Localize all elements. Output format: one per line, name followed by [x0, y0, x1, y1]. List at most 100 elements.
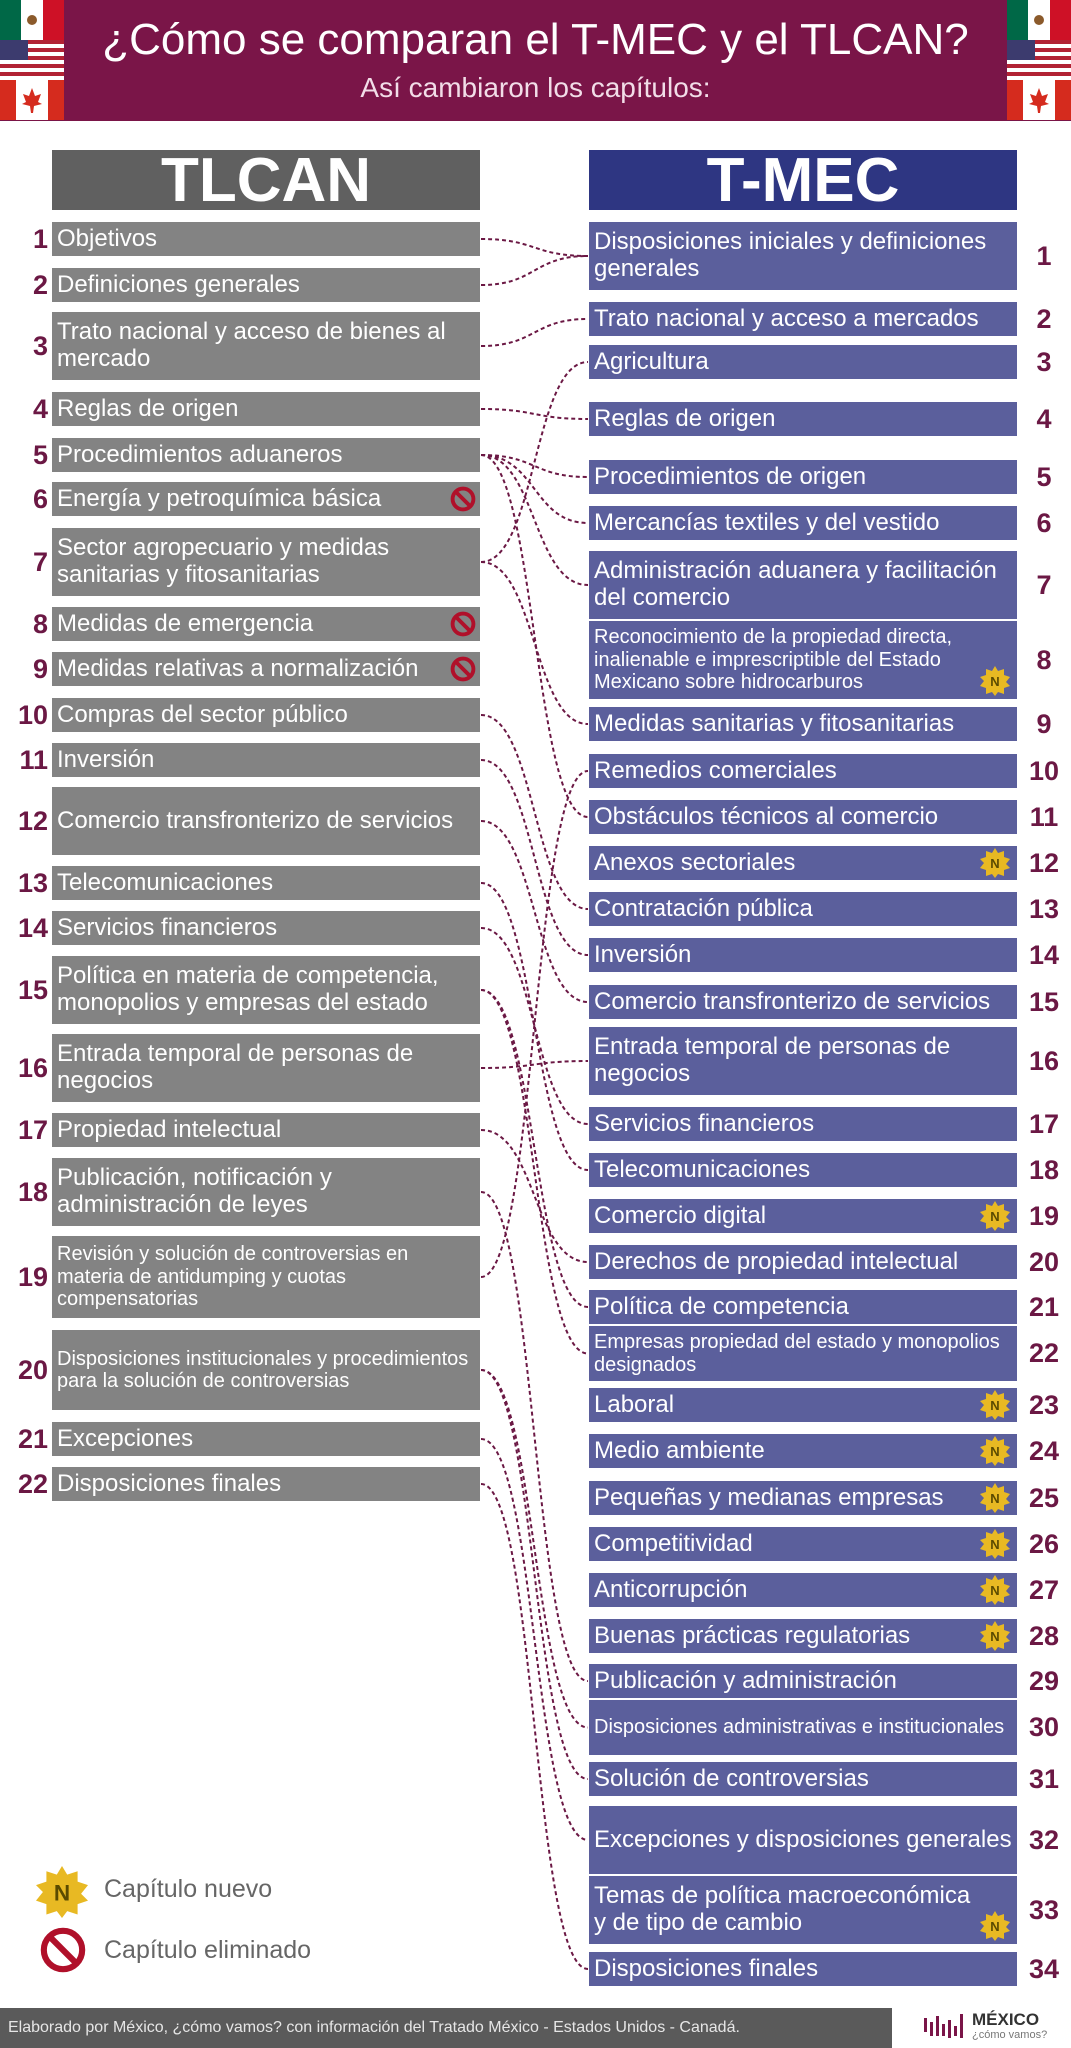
connector-tlcan-17-tmec-20 — [480, 1129, 589, 1263]
chapter-number: 21 — [1028, 1291, 1060, 1322]
tmec-chapter-box: Comercio digital — [589, 1199, 1017, 1233]
new-chapter-legend-icon: N — [36, 1866, 88, 1918]
chapter-number: 25 — [1028, 1482, 1060, 1513]
chapter-label: Procedimientos aduaneros — [57, 440, 343, 468]
logo-word: MÉXICO — [972, 2010, 1040, 2029]
tmec-chapter-box: Laboral — [589, 1388, 1017, 1422]
chapter-label: Remedios comerciales — [594, 756, 837, 784]
chapter-label: Revisión y solución de controversias en … — [57, 1243, 409, 1311]
tlcan-chapter-box: Medidas de emergencia — [52, 607, 480, 641]
chapter-label: Compras del sector público — [57, 700, 348, 728]
chapter-label: Administración aduanera y facilitación d… — [594, 557, 997, 611]
chapter-number: 5 — [1036, 461, 1052, 492]
connector-tlcan-5-tmec-11 — [480, 454, 589, 818]
chapter-number: 10 — [1028, 755, 1060, 786]
tlcan-chapter-box: Servicios financieros — [52, 911, 480, 945]
chapter-label: Trato nacional y acceso a mercados — [594, 304, 979, 332]
chapter-label: Comercio digital — [594, 1201, 767, 1229]
chapter-number: 13 — [1028, 893, 1060, 924]
tlcan-chapter-box: Compras del sector público — [52, 698, 480, 732]
connector-tlcan-21-tmec-32 — [480, 1438, 589, 1841]
chapter-label: Política en materia de competencia, mono… — [57, 962, 439, 1016]
chapter-number: 15 — [1028, 986, 1060, 1017]
tmec-chapter-box: Remedios comerciales — [589, 754, 1017, 788]
connector-tlcan-5-tmec-5 — [480, 454, 589, 478]
chapter-number: 5 — [32, 439, 48, 470]
chapter-number: 1 — [32, 223, 48, 254]
tlcan-chapter-box: Reglas de origen — [52, 392, 480, 426]
chapter-label: Contratación pública — [594, 894, 813, 922]
tmec-chapter-box: Administración aduanera y facilitación d… — [589, 551, 1017, 619]
chapter-number: 9 — [1036, 708, 1052, 739]
chapter-number: 14 — [1028, 939, 1060, 970]
chapter-label: Sector agropecuario y medidas sanitarias… — [57, 534, 390, 588]
chapter-number: 2 — [1036, 303, 1052, 334]
tlcan-chapter-box: Sector agropecuario y medidas sanitarias… — [52, 528, 480, 596]
tlcan-chapter-box: Disposiciones institucionales y procedim… — [52, 1330, 480, 1410]
new-chapter-icon: N — [980, 1436, 1010, 1466]
connector-tlcan-22-tmec-34 — [480, 1483, 589, 1970]
connector-tlcan-18-tmec-29 — [480, 1191, 589, 1682]
tlcan-chapter-box: Propiedad intelectual — [52, 1113, 480, 1147]
chapter-number: 6 — [1036, 507, 1052, 538]
tlcan-chapter-box: Trato nacional y acceso de bienes al mer… — [52, 312, 480, 380]
tmec-chapter-box: Política de competencia — [589, 1290, 1017, 1324]
chapter-number: 23 — [1028, 1389, 1060, 1420]
tlcan-chapter-box: Comercio transfronterizo de servicios — [52, 787, 480, 855]
tlcan-chapter-box: Objetivos — [52, 222, 480, 256]
chapter-label: Medidas de emergencia — [57, 609, 314, 637]
connector-tlcan-14-tmec-17 — [480, 927, 589, 1125]
removed-chapter-icon — [450, 486, 476, 512]
connector-tlcan-15-tmec-21 — [480, 989, 589, 1308]
tmec-chapter-box: Buenas prácticas regulatorias — [589, 1619, 1017, 1653]
chapter-number: 21 — [17, 1423, 48, 1454]
tmec-chapter-box: Empresas propiedad del estado y monopoli… — [589, 1326, 1017, 1381]
connector-tlcan-13-tmec-18 — [480, 882, 589, 1171]
chapter-label: Política de competencia — [594, 1292, 849, 1320]
tmec-chapter-box: Reconocimiento de la propiedad directa, … — [589, 621, 1017, 699]
chapter-label: Trato nacional y acceso de bienes al mer… — [57, 318, 446, 372]
tmec-chapter-box: Telecomunicaciones — [589, 1153, 1017, 1187]
new-badge-letter: N — [990, 674, 999, 689]
tmec-chapter-box: Agricultura — [589, 345, 1017, 379]
tmec-chapter-box: Temas de política macroeconómica y de ti… — [589, 1876, 1017, 1944]
chapter-label: Obstáculos técnicos al comercio — [594, 802, 939, 830]
tlcan-chapter-box: Política en materia de competencia, mono… — [52, 956, 480, 1024]
tmec-chapter-box: Disposiciones finales — [589, 1952, 1017, 1986]
chapter-number: 6 — [32, 483, 48, 514]
new-badge-letter: N — [990, 1629, 999, 1644]
chapter-number: 29 — [1028, 1665, 1060, 1696]
connector-tlcan-5-tmec-7 — [480, 454, 589, 586]
chapter-number: 27 — [1028, 1574, 1060, 1605]
connector-tlcan-7-tmec-9 — [480, 561, 589, 725]
new-badge-letter: N — [990, 1398, 999, 1413]
chapter-number: 22 — [1028, 1338, 1060, 1368]
chapter-number: 9 — [32, 653, 48, 684]
new-chapter-icon: N — [980, 1575, 1010, 1605]
tlcan-chapter-box: Revisión y solución de controversias en … — [52, 1236, 480, 1318]
chapter-label: Servicios financieros — [57, 913, 278, 941]
chapter-label: Reglas de origen — [57, 394, 239, 422]
chapter-number: 33 — [1028, 1894, 1060, 1925]
removed-chapter-icon — [450, 611, 476, 637]
connector-tlcan-5-tmec-6 — [480, 454, 589, 524]
chapter-number: 3 — [1036, 346, 1052, 377]
chapter-number: 17 — [1028, 1108, 1060, 1139]
tmec-chapter-box: Medio ambiente — [589, 1434, 1017, 1468]
tlcan-chapter-box: Telecomunicaciones — [52, 866, 480, 900]
new-badge-letter: N — [990, 1919, 999, 1934]
connector-tlcan-20-tmec-31 — [480, 1369, 589, 1780]
tmec-chapter-box: Contratación pública — [589, 892, 1017, 926]
tmec-chapter-box: Procedimientos de origen — [589, 460, 1017, 494]
tmec-chapter-box: Reglas de origen — [589, 402, 1017, 436]
tlcan-chapter-box: Medidas relativas a normalización — [52, 652, 480, 686]
chapter-label: Reglas de origen — [594, 404, 776, 432]
tmec-chapter-box: Disposiciones iniciales y definiciones g… — [589, 222, 1017, 290]
tmec-chapter-box: Anticorrupción — [589, 1573, 1017, 1607]
chapter-number: 17 — [17, 1114, 48, 1145]
chapter-label: Mercancías textiles y del vestido — [594, 508, 940, 536]
tmec-chapter-box: Comercio transfronterizo de servicios — [589, 985, 1017, 1019]
canada-flag-icon — [1007, 80, 1071, 120]
new-badge-letter: N — [990, 1537, 999, 1552]
chapter-number: 18 — [1028, 1154, 1060, 1185]
